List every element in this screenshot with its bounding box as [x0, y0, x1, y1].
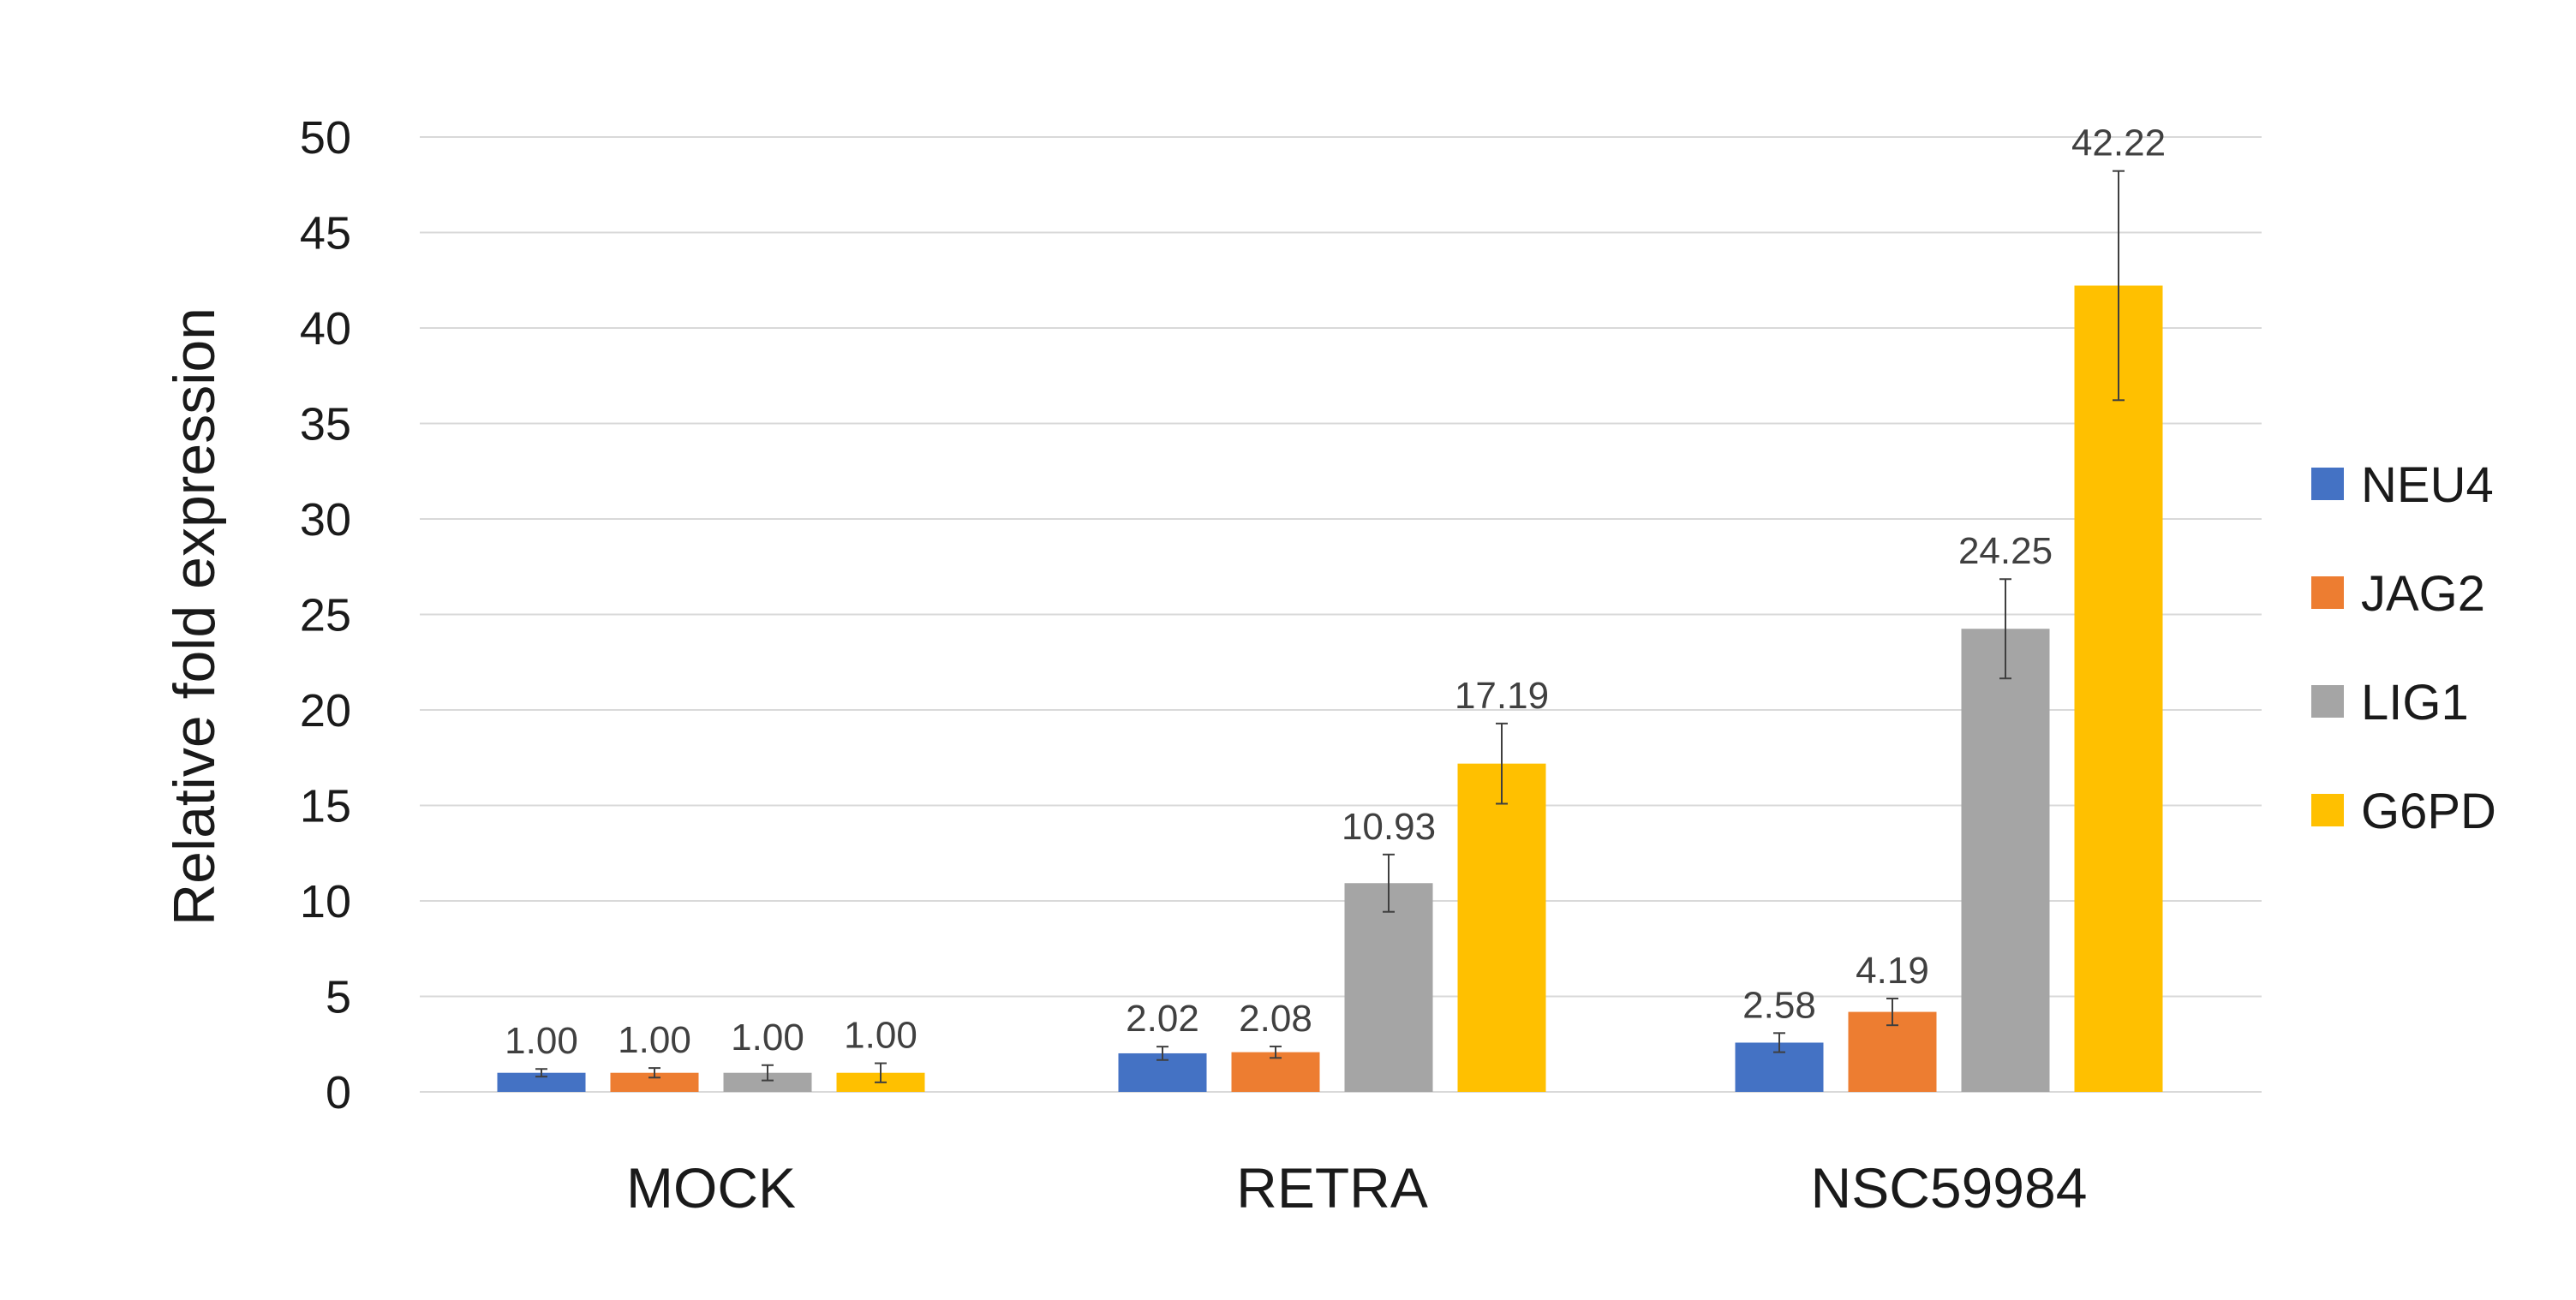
bar-neu4-mock	[497, 1072, 586, 1092]
legend-swatch	[2311, 794, 2344, 826]
y-tick-label: 50	[300, 112, 351, 164]
error-bar	[1383, 853, 1395, 913]
data-label: 2.58	[1742, 984, 1816, 1026]
error-bar	[1270, 1045, 1282, 1059]
error-bar	[1157, 1046, 1168, 1061]
legend-item-g6pd: G6PD	[2311, 784, 2496, 839]
data-label: 17.19	[1455, 675, 1549, 717]
error-bar	[1999, 578, 2011, 680]
error-bar	[2113, 170, 2125, 402]
data-label: 2.08	[1239, 998, 1312, 1040]
legend-item-jag2: JAG2	[2311, 566, 2485, 622]
y-tick-label: 40	[300, 303, 351, 355]
data-label: 1.00	[505, 1020, 578, 1062]
legend: NEU4 JAG2 LIG1 G6PD	[2311, 457, 2496, 839]
error-bar	[762, 1064, 774, 1082]
data-label: 10.93	[1342, 806, 1436, 848]
legend-label: LIG1	[2361, 675, 2469, 731]
legend-item-lig1: LIG1	[2311, 675, 2469, 731]
y-tick-label: 25	[300, 590, 351, 641]
legend-item-neu4: NEU4	[2311, 457, 2494, 513]
data-label: 24.25	[1958, 530, 2053, 572]
legend-swatch	[2311, 685, 2344, 718]
x-axis-categories: MOCK RETRA NSC59984	[626, 1156, 2087, 1219]
y-tick-label: 30	[300, 494, 351, 546]
bar-g6pd-retra	[1457, 763, 1546, 1092]
bar-lig1-mock	[723, 1072, 812, 1092]
error-bar	[875, 1062, 887, 1083]
bar-g6pd-nsc59984	[2074, 285, 2163, 1092]
x-category-label: MOCK	[626, 1156, 796, 1219]
legend-label: JAG2	[2361, 566, 2485, 622]
data-label: 42.22	[2071, 122, 2166, 164]
error-bar	[1886, 997, 1898, 1027]
y-axis-title: Relative fold expression	[162, 307, 227, 926]
y-tick-label: 20	[300, 685, 351, 736]
data-label: 2.02	[1126, 998, 1199, 1040]
bar-jag2-mock	[610, 1072, 699, 1092]
y-tick-label: 5	[326, 972, 351, 1023]
error-bar	[535, 1068, 547, 1078]
legend-label: NEU4	[2361, 457, 2494, 513]
y-tick-label: 45	[300, 208, 351, 259]
error-bar	[1496, 722, 1508, 805]
y-tick-label: 15	[300, 781, 351, 832]
bar-lig1-nsc59984	[1961, 629, 2050, 1092]
data-label: 1.00	[618, 1019, 691, 1061]
data-label: 4.19	[1856, 950, 1929, 992]
data-labels: 1.00 1.00 1.00 1.00 2.02 2.08 10.93 17.19 2.58 4.…	[505, 122, 2166, 1063]
legend-label: G6PD	[2361, 784, 2496, 839]
x-category-label: RETRA	[1236, 1156, 1428, 1219]
bar-jag2-retra	[1231, 1052, 1320, 1092]
legend-swatch	[2311, 468, 2344, 500]
data-label: 1.00	[844, 1015, 917, 1057]
gridlines	[420, 136, 2262, 1093]
data-label: 1.00	[731, 1017, 804, 1058]
y-tick-label: 35	[300, 399, 351, 450]
x-category-label: NSC59984	[1811, 1156, 2088, 1219]
y-tick-label: 0	[326, 1067, 351, 1118]
error-bar	[648, 1067, 660, 1079]
error-bar	[1773, 1032, 1785, 1053]
bar-lig1-retra	[1344, 883, 1433, 1092]
error-bars	[535, 170, 2125, 1083]
bars	[497, 285, 2163, 1092]
y-axis-ticks: 0 5 10 15 20 25 30 35 40 45 50	[300, 112, 351, 1118]
y-tick-label: 10	[300, 876, 351, 927]
legend-swatch	[2311, 576, 2344, 609]
